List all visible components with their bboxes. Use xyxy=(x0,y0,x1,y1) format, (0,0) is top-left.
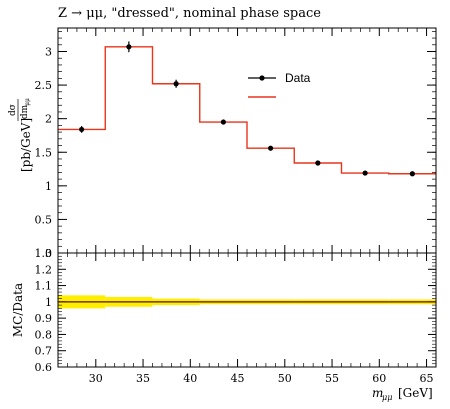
ratio-y-tick-label: 0.7 xyxy=(35,345,53,358)
y-tick-label: 2.5 xyxy=(35,79,53,92)
y-tick-label: 1.5 xyxy=(35,146,53,159)
x-tick-label: 40 xyxy=(183,372,197,385)
y-axis-numerator: dσ xyxy=(8,104,18,116)
x-tick-label: 45 xyxy=(231,372,245,385)
ratio-x-ticks: 30 35 40 45 50 55 60 65 xyxy=(57,253,437,385)
y-tick-label: 0.5 xyxy=(35,213,53,226)
main-y-axis-title: [pb/GeV] xyxy=(19,118,33,172)
y-axis-fraction: dσ dm μμ xyxy=(8,98,31,121)
x-axis-subscript: μμ xyxy=(382,393,392,402)
ratio-y-tick-label: 1 xyxy=(45,296,52,309)
data-point xyxy=(362,170,368,176)
y-tick-label: 3 xyxy=(45,46,52,59)
x-axis-title: m μμ [GeV] xyxy=(372,386,433,402)
y-axis-unit: [pb/GeV] xyxy=(19,118,33,172)
x-tick-label: 50 xyxy=(278,372,292,385)
main-y-ticks: 0 0.5 1 1.5 2 2.5 3 xyxy=(35,31,436,260)
ratio-y-tick-label: 0.6 xyxy=(35,361,53,374)
data-point xyxy=(409,171,415,177)
x-tick-label: 60 xyxy=(372,372,386,385)
main-x-ticks xyxy=(57,28,437,253)
ratio-y-tick-label: 0.8 xyxy=(35,328,53,341)
legend: Data xyxy=(248,71,311,98)
ratio-y-tick-label: 1.3 xyxy=(35,247,53,260)
ratio-plot-frame xyxy=(57,252,437,368)
ratio-y-axis-title: MC/Data xyxy=(11,283,25,337)
legend-data-label: Data xyxy=(285,71,311,85)
data-point xyxy=(220,119,226,125)
ratio-y-ticks: 0.6 0.7 0.8 0.9 1 1.1 1.2 1.3 xyxy=(35,247,436,374)
data-point xyxy=(268,145,274,151)
data-point xyxy=(126,44,132,50)
x-tick-label: 55 xyxy=(325,372,339,385)
ratio-y-tick-label: 1.1 xyxy=(35,280,53,293)
y-tick-label: 0 xyxy=(45,247,52,260)
ratio-y-tick-label: 0.9 xyxy=(35,312,53,325)
x-tick-label: 30 xyxy=(89,372,103,385)
x-tick-label: 65 xyxy=(420,372,434,385)
data-point xyxy=(173,81,179,87)
main-series xyxy=(58,41,436,177)
legend-data-marker xyxy=(259,75,265,81)
chart-title: Z → μμ, "dressed", nominal phase space xyxy=(58,6,321,21)
x-axis-symbol: m xyxy=(372,386,383,400)
x-axis-unit: [GeV] xyxy=(398,386,433,400)
x-tick-label: 35 xyxy=(136,372,150,385)
data-point xyxy=(315,160,321,166)
mc-step-line xyxy=(58,46,436,175)
ratio-y-tick-label: 1.2 xyxy=(35,263,53,276)
y-axis-denominator: dm xyxy=(20,104,30,119)
y-axis-denominator-sub: μμ xyxy=(24,98,31,106)
data-point xyxy=(79,126,85,133)
y-tick-label: 1 xyxy=(45,180,52,193)
y-tick-label: 2 xyxy=(45,113,52,126)
